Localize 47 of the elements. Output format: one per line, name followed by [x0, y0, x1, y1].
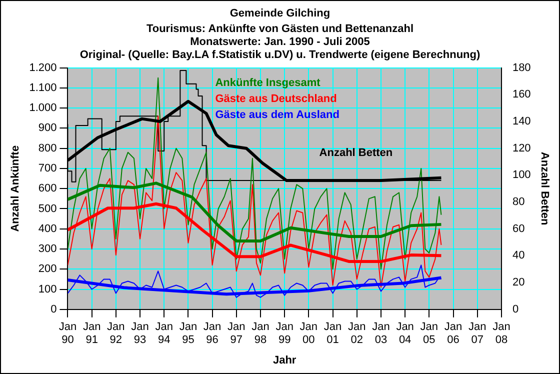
x-tick-label: Jan 91 — [82, 321, 101, 346]
y-tick-label: 1.100 — [29, 82, 57, 94]
y-tick-label: 1.200 — [29, 62, 57, 74]
y2-tick-label: 0 — [512, 303, 519, 316]
x-tick-label: Jan 04 — [396, 321, 414, 346]
x-tick-label: Jan 08 — [492, 321, 510, 346]
y2-tick-label: 160 — [512, 88, 531, 101]
x-tick-label: Jan 00 — [300, 321, 318, 346]
y-tick-label: 600 — [38, 182, 57, 195]
y2-tick-label: 180 — [512, 62, 531, 74]
y2-tick-label: 140 — [512, 116, 531, 128]
chart-subtitle: Tourismus: Ankünfte von Gästen und Bettenanzahl Monatswerte: Jan. 1990 - Juli 2005 Original- (Quelle: Bay.LA f.Statistik u.DV) u. Trendwerte (eigene Berechnung) — [80, 22, 480, 62]
x-tick-label: Jan 98 — [252, 321, 270, 346]
y2-tick-label: 80 — [512, 196, 525, 208]
x-tick-label: Jan 92 — [107, 321, 125, 346]
x-tick-label: Jan 07 — [468, 321, 486, 346]
x-tick-label: Jan 90 — [58, 321, 77, 346]
y-tick-label: 900 — [38, 122, 57, 134]
chart-title: Gemeinde Gilching — [230, 8, 330, 20]
y-tick-label: 0 — [50, 303, 57, 316]
y-tick-label: 300 — [38, 243, 57, 256]
y2-axis-title: Anzahl Betten — [538, 152, 550, 226]
y-tick-label: 1.000 — [29, 102, 57, 114]
y2-tick-label: 20 — [512, 276, 525, 289]
y-tick-label: 100 — [38, 283, 57, 296]
y2-tick-label: 60 — [512, 222, 525, 235]
y-tick-label: 200 — [38, 263, 57, 276]
x-axis-title: Jahr — [272, 354, 297, 366]
y-tick-label: 400 — [38, 222, 57, 235]
y-tick-label: 700 — [38, 162, 57, 174]
x-tick-label: Jan 03 — [372, 321, 390, 346]
x-tick-label: Jan 96 — [203, 321, 222, 346]
y-axis-title: Anzahl Ankünfte — [10, 145, 22, 232]
x-tick-label: Jan 05 — [420, 321, 438, 346]
x-tick-label: Jan 01 — [324, 321, 342, 346]
y2-tick-label: 100 — [512, 169, 531, 182]
x-tick-label: Jan 06 — [444, 321, 462, 346]
x-tick-label: Jan 02 — [348, 321, 366, 346]
y2-tick-label: 120 — [512, 142, 531, 154]
x-tick-label: Jan 97 — [228, 321, 246, 346]
x-tick-label: Jan 93 — [131, 321, 149, 346]
x-tick-label: Jan 95 — [179, 321, 198, 346]
y-tick-label: 800 — [38, 142, 57, 154]
y-tick-label: 500 — [38, 202, 57, 215]
x-tick-label: Jan 99 — [276, 321, 294, 346]
y2-tick-label: 40 — [512, 250, 525, 262]
x-tick-label: Jan 94 — [155, 321, 173, 346]
